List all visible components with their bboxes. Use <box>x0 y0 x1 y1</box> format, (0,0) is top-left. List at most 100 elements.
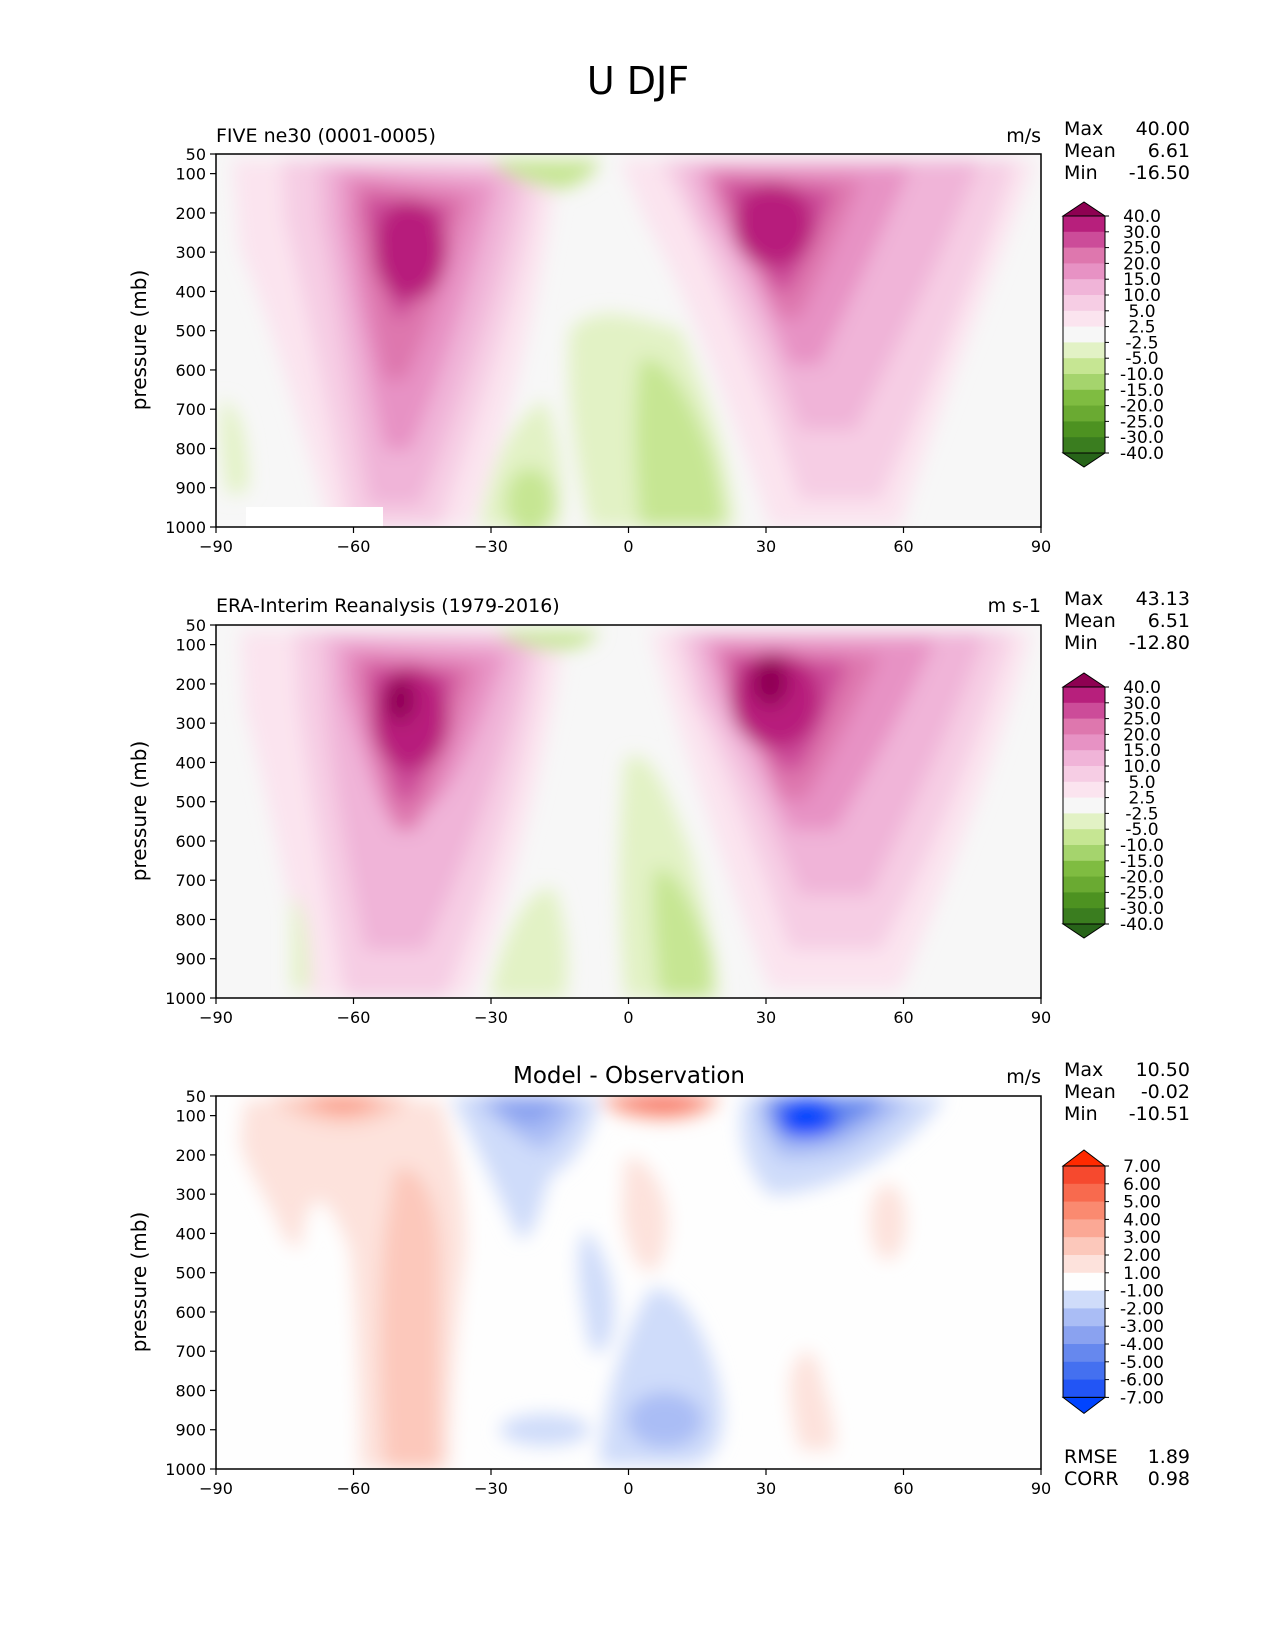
y-tick-label: 50 <box>186 616 206 635</box>
stats-block: Max 43.13 Mean 6.51 Min -12.80 <box>1064 588 1190 654</box>
colorbar-label: 30.0 <box>1123 694 1161 714</box>
colorbar-label: 10.0 <box>1123 286 1161 306</box>
colorbar-segment <box>1063 876 1105 893</box>
x-tick-label: 60 <box>893 1008 913 1027</box>
colorbar-label: -15.0 <box>1120 852 1164 872</box>
colorbar-label: 2.00 <box>1123 1246 1161 1266</box>
colorbar-segment <box>1063 1361 1105 1381</box>
colorbar-segment <box>1063 860 1105 878</box>
colorbar-label: 10.0 <box>1123 757 1161 777</box>
colorbar-label: -7.00 <box>1120 1388 1164 1408</box>
colorbar-segment <box>1063 813 1105 830</box>
colorbar-segment <box>1063 1201 1105 1220</box>
colorbar-label: 15.0 <box>1123 270 1161 290</box>
colorbar-segment <box>1063 1183 1105 1203</box>
y-tick-label: 800 <box>175 439 206 458</box>
x-tick-label: 0 <box>623 537 633 556</box>
x-tick-label: −30 <box>474 1479 508 1498</box>
stat-value-mean: 6.51 <box>1148 610 1190 632</box>
colorbar-segment <box>1063 1379 1105 1398</box>
error-stats-block: RMSE 1.89 CORR 0.98 <box>1064 1446 1190 1490</box>
colorbar-label: -5.0 <box>1125 349 1158 369</box>
stat-label-max: Max <box>1064 588 1103 610</box>
stat-label-min: Min <box>1064 1103 1098 1125</box>
colorbar-extend-max <box>1061 1149 1107 1167</box>
colorbar-label: -40.0 <box>1120 915 1164 935</box>
y-tick-label: 1000 <box>165 989 206 1008</box>
colorbar-extend-min <box>1061 452 1107 468</box>
y-tick-label: 600 <box>175 832 206 851</box>
x-tick-label: −30 <box>474 1008 508 1027</box>
colorbar-segment <box>1063 1219 1105 1238</box>
colorbar-segment <box>1063 247 1105 264</box>
y-tick-label: 700 <box>175 1342 206 1361</box>
y-tick-label: 600 <box>175 361 206 380</box>
y-axis-label: pressure (mb) <box>127 1212 151 1353</box>
stat-label-mean: Mean <box>1064 1081 1116 1103</box>
x-tick-label: 30 <box>756 1479 776 1498</box>
colorbar-label: -5.00 <box>1120 1353 1164 1373</box>
colorbar-segment <box>1063 1272 1105 1292</box>
colorbar-segment <box>1063 1290 1105 1309</box>
stat-label-mean: Mean <box>1064 610 1116 632</box>
y-tick-label: 50 <box>186 1087 206 1106</box>
stat-label-max: Max <box>1064 1059 1103 1081</box>
x-tick-label: 90 <box>1031 1008 1051 1027</box>
colorbar-label: -1.00 <box>1120 1282 1164 1302</box>
stat-value-mean: -0.02 <box>1141 1081 1190 1103</box>
colorbar-label: 4.00 <box>1123 1210 1161 1230</box>
colorbar-label: 2.5 <box>1128 789 1155 809</box>
x-tick-label: 30 <box>756 1008 776 1027</box>
colorbar-label: 25.0 <box>1123 239 1161 259</box>
colorbar-segment <box>1063 1308 1105 1327</box>
colorbar-segment <box>1063 1237 1105 1256</box>
colorbar-extend-max <box>1061 672 1107 688</box>
colorbar-label: -2.00 <box>1120 1299 1164 1319</box>
y-tick-label: 500 <box>175 793 206 812</box>
colorbar-label: 40.0 <box>1123 678 1161 698</box>
colorbar-label: -30.0 <box>1120 428 1164 448</box>
colorbar-segment <box>1063 1326 1105 1345</box>
colorbar-label: 25.0 <box>1123 710 1161 730</box>
colorbar-segment <box>1063 231 1105 249</box>
colorbar-label: -2.5 <box>1125 804 1158 824</box>
panel-title-left: FIVE ne30 (0001-0005) <box>216 125 436 147</box>
y-tick-label: 800 <box>175 910 206 929</box>
colorbar-label: -4.00 <box>1120 1335 1164 1355</box>
colorbar-segment <box>1063 295 1105 312</box>
contour-field <box>216 625 1041 998</box>
panel-units: m/s <box>1006 125 1041 147</box>
y-tick-label: 900 <box>175 1421 206 1440</box>
x-tick-label: 30 <box>756 537 776 556</box>
colorbar-label: -40.0 <box>1120 444 1164 464</box>
x-tick-label: 60 <box>893 1479 913 1498</box>
x-tick-label: −60 <box>337 537 371 556</box>
x-tick-label: −60 <box>337 1479 371 1498</box>
panel-observation: ERA-Interim Reanalysis (1979-2016) m s-1… <box>127 588 1190 1027</box>
x-tick-label: −90 <box>199 537 233 556</box>
stat-value-min: -12.80 <box>1129 632 1190 654</box>
y-tick-label: 300 <box>175 243 206 262</box>
stat-value-rmse: 1.89 <box>1148 1446 1190 1468</box>
stat-label-corr: CORR <box>1064 1468 1119 1490</box>
colorbar-segment <box>1063 781 1105 799</box>
colorbar-segment <box>1063 845 1105 862</box>
colorbar-label: 20.0 <box>1123 254 1161 274</box>
colorbar-label: 5.00 <box>1123 1193 1161 1213</box>
y-tick-label: 100 <box>175 636 206 655</box>
x-tick-label: −30 <box>474 537 508 556</box>
stats-block: Max 10.50 Mean -0.02 Min -10.51 <box>1064 1059 1190 1125</box>
y-tick-label: 300 <box>175 714 206 733</box>
y-tick-label: 900 <box>175 479 206 498</box>
colorbar-label: 3.00 <box>1123 1228 1161 1248</box>
x-tick-label: 90 <box>1031 1479 1051 1498</box>
colorbar-segment <box>1063 797 1105 814</box>
colorbar-segment <box>1063 279 1105 296</box>
stat-label-min: Min <box>1064 162 1098 184</box>
colorbar-label: 2.5 <box>1128 318 1155 338</box>
y-tick-label: 700 <box>175 400 206 419</box>
colorbar-segment <box>1063 734 1105 751</box>
panel-title-center: Model - Observation <box>513 1063 745 1089</box>
y-tick-label: 1000 <box>165 1460 206 1479</box>
